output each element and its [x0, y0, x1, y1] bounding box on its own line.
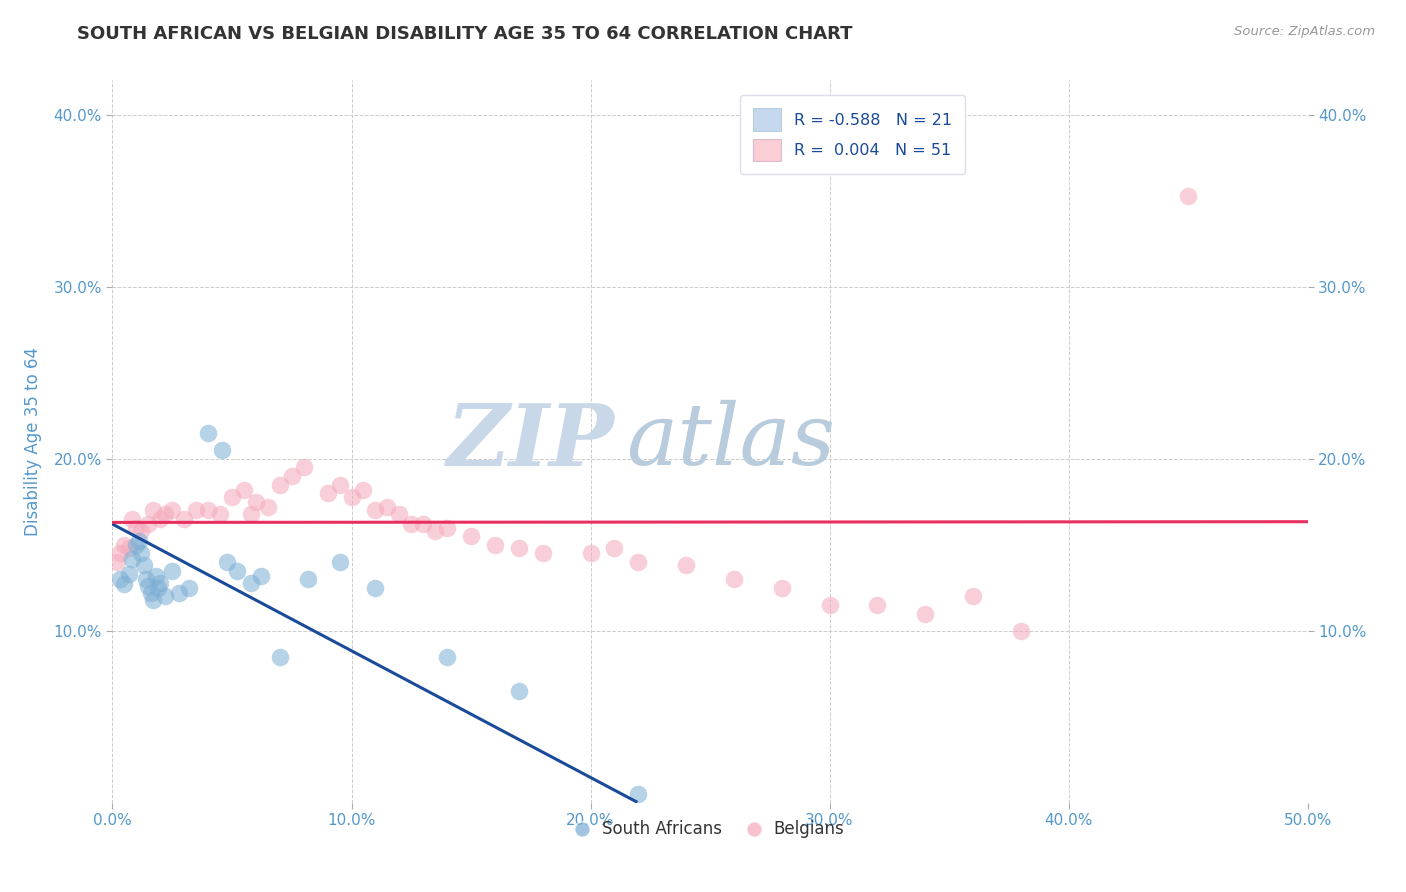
Point	[138, 579, 160, 593]
Point	[292, 460, 315, 475]
Point	[139, 586, 162, 600]
Point	[436, 649, 458, 664]
Point	[412, 517, 434, 532]
Point	[531, 546, 554, 560]
Point	[186, 503, 208, 517]
Point	[105, 555, 128, 569]
Point	[114, 538, 135, 552]
Point	[209, 507, 232, 521]
Point	[162, 564, 183, 578]
Point	[240, 575, 263, 590]
Point	[149, 512, 172, 526]
Point	[135, 572, 157, 586]
Point	[146, 581, 169, 595]
Point	[211, 443, 233, 458]
Point	[138, 517, 160, 532]
Point	[436, 520, 458, 534]
Point	[233, 483, 256, 497]
Point	[257, 500, 280, 514]
Text: SOUTH AFRICAN VS BELGIAN DISABILITY AGE 35 TO 64 CORRELATION CHART: SOUTH AFRICAN VS BELGIAN DISABILITY AGE …	[77, 25, 853, 43]
Point	[1010, 624, 1032, 638]
Point	[269, 477, 291, 491]
Point	[364, 503, 387, 517]
Point	[329, 555, 352, 569]
Point	[770, 581, 793, 595]
Point	[723, 572, 745, 586]
Point	[914, 607, 936, 621]
Point	[153, 590, 176, 604]
Point	[177, 581, 200, 595]
Point	[153, 507, 176, 521]
Point	[197, 425, 219, 440]
Point	[125, 538, 148, 552]
Point	[173, 512, 195, 526]
Point	[603, 541, 626, 556]
Point	[249, 568, 271, 582]
Point	[1177, 188, 1199, 202]
Point	[388, 507, 411, 521]
Point	[329, 477, 352, 491]
Point	[118, 541, 141, 556]
Point	[169, 586, 191, 600]
Point	[108, 546, 131, 560]
Point	[484, 538, 506, 552]
Point	[818, 598, 841, 612]
Point	[352, 483, 374, 497]
Point	[508, 684, 530, 698]
Point	[221, 490, 243, 504]
Point	[508, 541, 530, 556]
Point	[316, 486, 339, 500]
Point	[197, 503, 219, 517]
Point	[129, 546, 152, 560]
Point	[425, 524, 447, 538]
Point	[962, 590, 984, 604]
Point	[121, 512, 143, 526]
Point	[162, 503, 183, 517]
Point	[340, 490, 363, 504]
Point	[627, 787, 650, 801]
Point	[627, 555, 650, 569]
Legend: South Africans, Belgians: South Africans, Belgians	[569, 814, 851, 845]
Point	[297, 572, 319, 586]
Point	[281, 469, 304, 483]
Point	[149, 575, 172, 590]
Point	[225, 564, 247, 578]
Point	[675, 558, 697, 573]
Point	[579, 546, 602, 560]
Point	[129, 524, 152, 538]
Y-axis label: Disability Age 35 to 64: Disability Age 35 to 64	[24, 347, 42, 536]
Point	[866, 598, 889, 612]
Point	[108, 572, 131, 586]
Point	[240, 507, 263, 521]
Point	[125, 520, 148, 534]
Point	[401, 517, 423, 532]
Point	[132, 558, 155, 573]
Point	[142, 503, 165, 517]
Point	[245, 494, 267, 508]
Point	[128, 534, 150, 549]
Point	[460, 529, 482, 543]
Point	[142, 592, 165, 607]
Text: Source: ZipAtlas.com: Source: ZipAtlas.com	[1234, 25, 1375, 38]
Point	[114, 577, 135, 591]
Point	[269, 649, 291, 664]
Point	[377, 500, 399, 514]
Point	[364, 581, 387, 595]
Point	[118, 567, 141, 582]
Point	[121, 551, 143, 566]
Text: atlas: atlas	[627, 401, 835, 483]
Point	[217, 555, 239, 569]
Text: ZIP: ZIP	[447, 400, 614, 483]
Point	[145, 568, 167, 582]
